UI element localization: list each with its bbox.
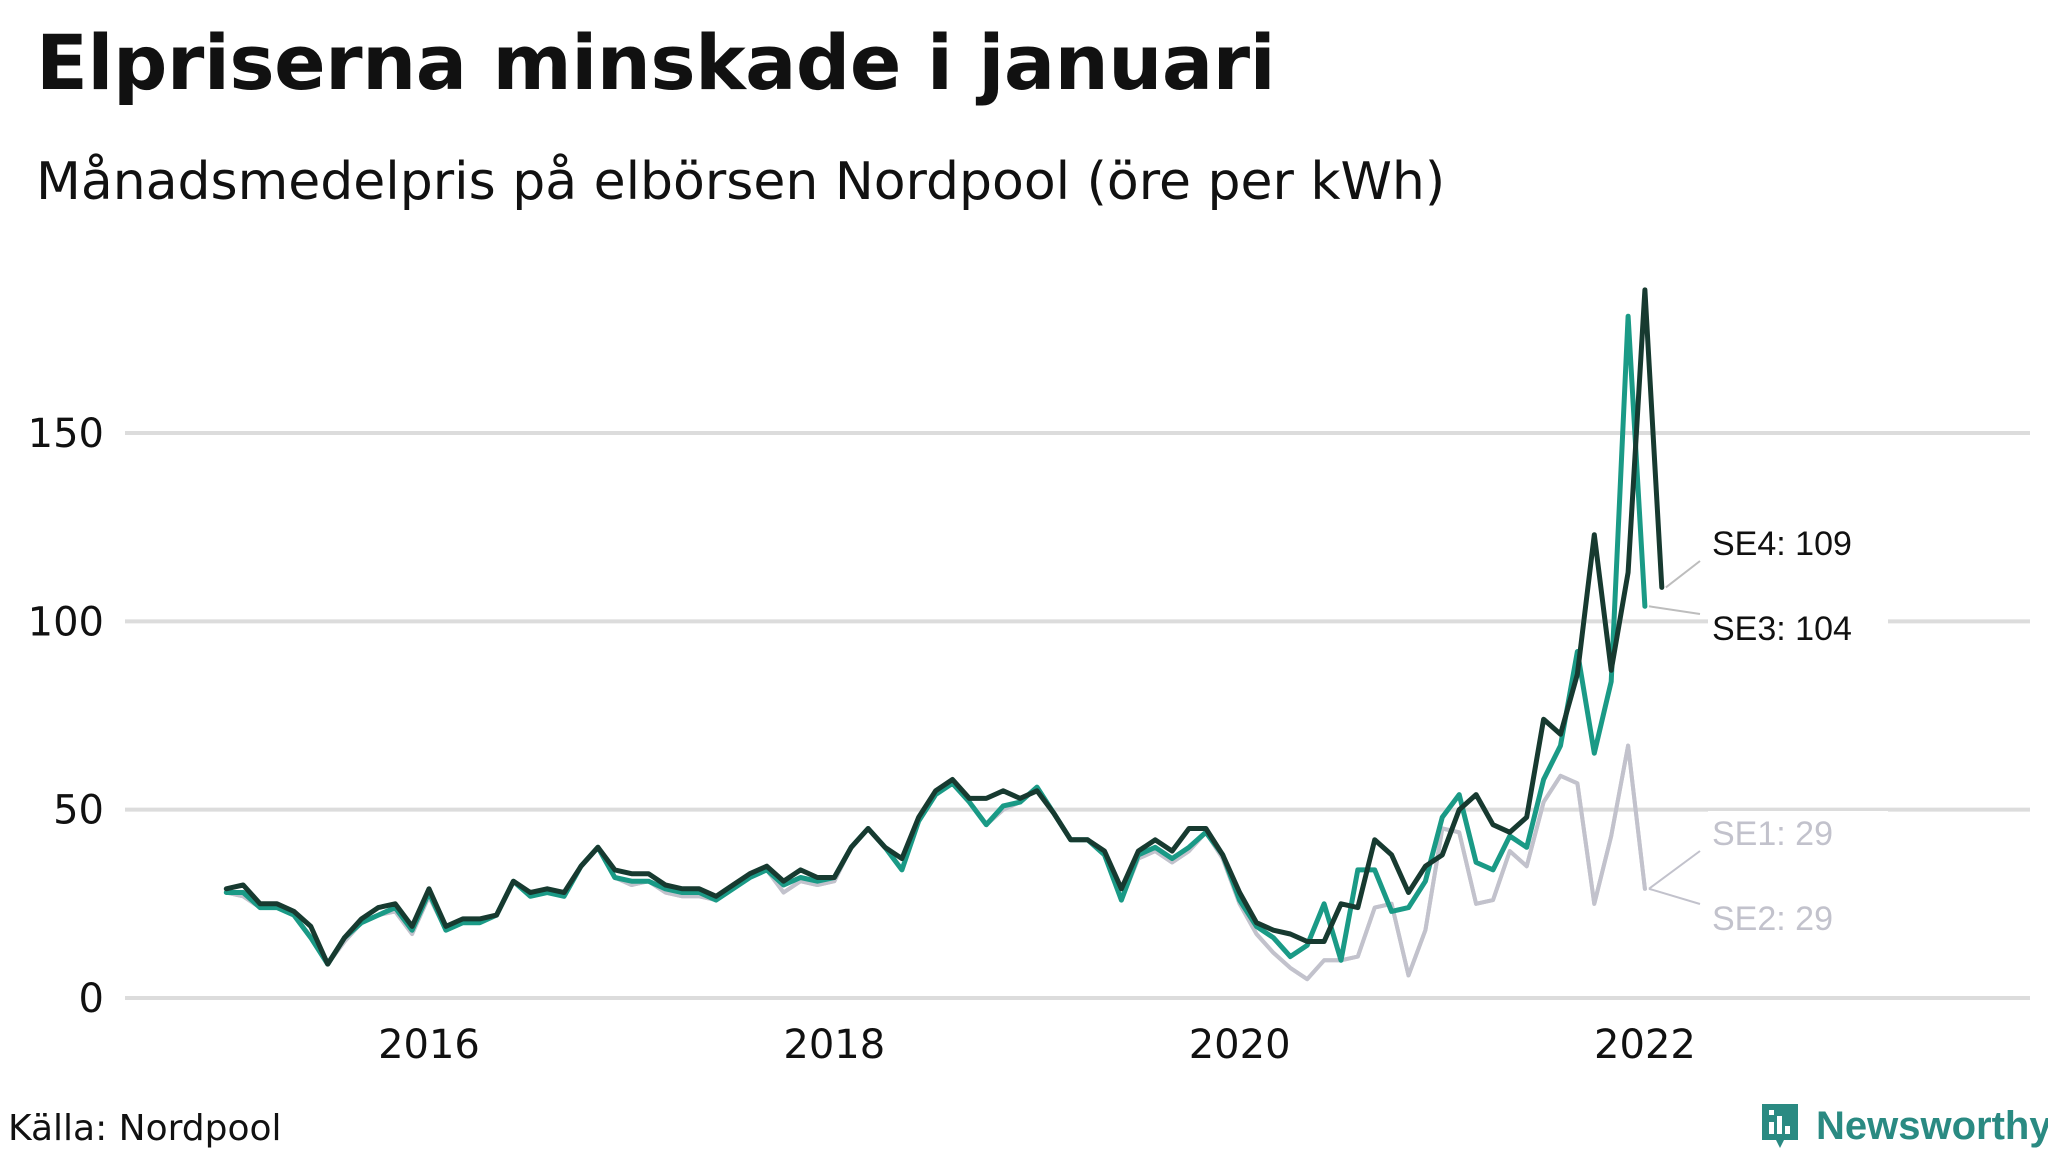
label-bg-se2 <box>1708 896 1888 940</box>
source-note: Källa: Nordpool <box>8 1108 282 1149</box>
label-connector-se3 <box>1648 605 1701 615</box>
x-tick-label: 2020 <box>1189 1022 1291 1068</box>
newsworthy-logo-icon <box>1762 1104 1798 1148</box>
series-label-se4: SE4: 109 <box>1712 525 1852 563</box>
label-connector-se4 <box>1665 560 1701 589</box>
x-tick-label: 2016 <box>378 1022 480 1068</box>
series-label-se1: SE1: 29 <box>1712 815 1833 853</box>
y-tick-label: 50 <box>53 788 104 834</box>
chart-subtitle: Månadsmedelpris på elbörsen Nordpool (ör… <box>36 152 1446 212</box>
series-label-se2: SE2: 29 <box>1712 900 1833 938</box>
label-connector-se1 <box>1648 850 1701 890</box>
brand-logo: Newsworthy <box>1758 1100 2048 1152</box>
y-tick-label: 150 <box>28 411 104 457</box>
x-tick-label: 2018 <box>783 1022 885 1068</box>
label-bg-se1 <box>1708 811 1888 855</box>
label-connector-se2 <box>1648 887 1701 905</box>
series-line-se3 <box>223 313 1648 967</box>
chart-title: Elpriserna minskade i januari <box>36 18 1276 107</box>
series-label-se3: SE3: 104 <box>1712 610 1852 648</box>
brand-name: Newsworthy <box>1816 1103 2048 1148</box>
label-bg-se4 <box>1708 521 1888 565</box>
series-line-se4 <box>223 287 1665 967</box>
x-tick-label: 2022 <box>1594 1022 1696 1068</box>
y-tick-label: 0 <box>79 976 104 1022</box>
y-tick-label: 100 <box>28 599 104 645</box>
label-bg-se3 <box>1708 606 1888 650</box>
